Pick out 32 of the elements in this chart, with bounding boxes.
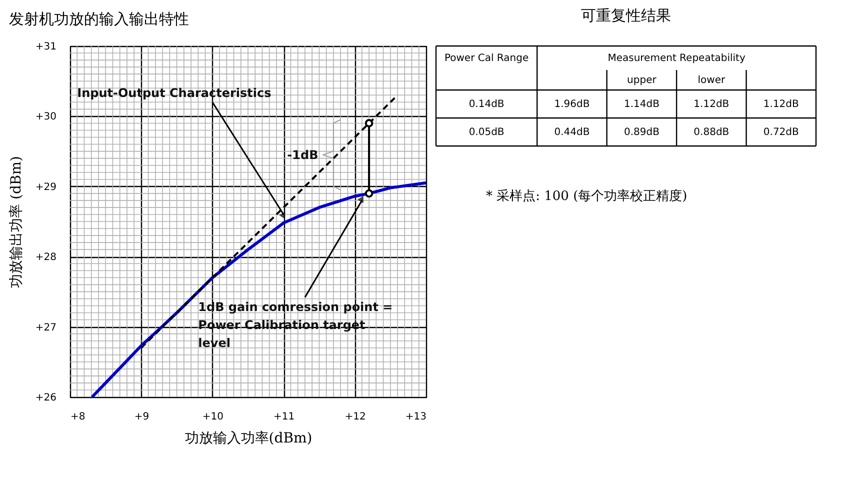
text: Measurement Repeatability (608, 53, 746, 64)
text: Power Cal Range (444, 53, 529, 64)
x-axis-title: 功放输入功率(dBm) (184, 430, 312, 446)
x-tick-label: +9 (134, 412, 150, 422)
x-tick-label: +11 (274, 412, 295, 422)
x-tick-label: +13 (405, 412, 426, 422)
x-tick-label: +10 (202, 412, 224, 422)
text: 0.44dB (554, 127, 590, 138)
chart-title: 发射机功放的输入输出特性 (8, 10, 189, 28)
text: 可重复性结果 (581, 6, 671, 24)
y-tick-label: +26 (35, 392, 56, 404)
y-tick-label: +28 (35, 252, 56, 264)
text: 0.14dB (468, 99, 504, 110)
text: 1.12dB (694, 99, 730, 110)
text: 0.72dB (763, 127, 799, 138)
x-tick-label: +12 (344, 412, 366, 422)
text: upper (627, 75, 656, 86)
text: 1.96dB (554, 99, 590, 110)
y-tick-label: +30 (35, 112, 56, 123)
text: 1.14dB (624, 99, 660, 110)
text: 0.05dB (468, 127, 504, 138)
text: * 采样点: 100 (每个功率校正精度) (486, 188, 688, 204)
text: lower (698, 75, 726, 86)
y-tick-label: +27 (35, 322, 56, 334)
y-tick-label: +31 (35, 42, 56, 52)
text: 1.12dB (763, 99, 799, 110)
annotation: -1dB (287, 148, 318, 162)
text: 0.88dB (694, 127, 730, 138)
y-axis-title: 功放输出功率 (dBm) (8, 156, 24, 288)
x-tick-label: +8 (70, 412, 86, 422)
y-tick-label: +29 (35, 182, 56, 193)
text: 0.89dB (624, 127, 660, 138)
